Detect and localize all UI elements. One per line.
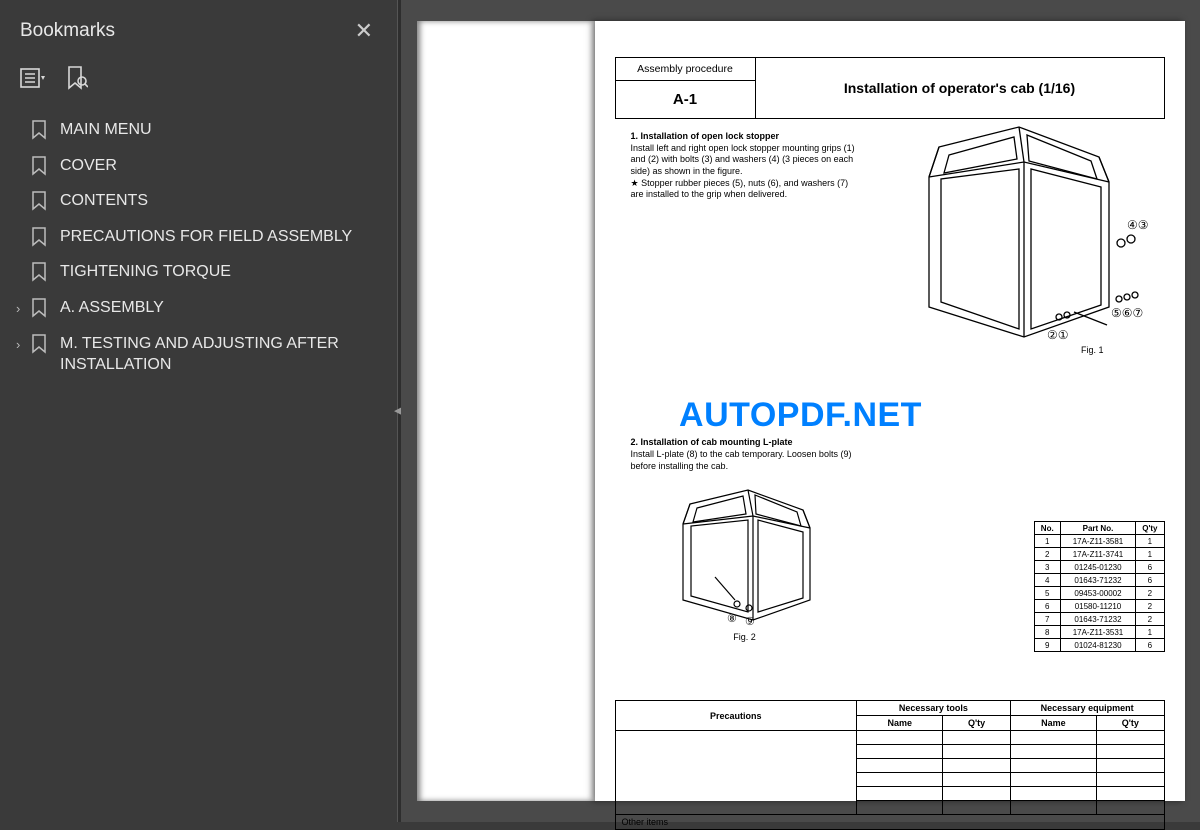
bottom-header-row: Precautions Necessary tools Necessary eq…: [615, 701, 1164, 716]
bookmark-label: MAIN MENU: [60, 119, 381, 141]
bookmark-icon: [30, 191, 48, 211]
bookmark-icon: [30, 334, 48, 354]
doc-header-left: Assembly procedure A-1: [616, 58, 756, 118]
section-1-num: 1.: [631, 131, 639, 141]
parts-col-no: No.: [1034, 522, 1060, 535]
bookmark-label: PRECAUTIONS FOR FIELD ASSEMBLY: [60, 226, 381, 248]
section-2-title: Installation of cab mounting L-plate: [641, 437, 793, 447]
section-1: 1. Installation of open lock stopper Ins…: [615, 131, 1165, 201]
bookmark-icon: [30, 227, 48, 247]
bookmark-label: CONTENTS: [60, 190, 381, 212]
parts-col-qty: Q'ty: [1136, 522, 1164, 535]
parts-row: 509453-000022: [1034, 587, 1164, 600]
doc-title: Installation of operator's cab (1/16): [756, 58, 1164, 118]
section-1-line1: Install left and right open lock stopper…: [631, 143, 855, 176]
figure-1-diagram: ④③ ②① ⑤⑥⑦ Fig. 1: [869, 117, 1169, 377]
section-1-line2: ★ Stopper rubber pieces (5), nuts (6), a…: [631, 178, 849, 200]
callout-43: ④③: [1127, 218, 1149, 232]
col-precautions: Precautions: [615, 701, 857, 731]
fig1-label: Fig. 1: [1081, 345, 1104, 355]
close-icon[interactable]: ✕: [351, 18, 377, 44]
bookmark-icon: [30, 120, 48, 140]
bookmark-item-torque[interactable]: TIGHTENING TORQUE: [10, 254, 387, 290]
figure-2-wrap: ⑧ ⑨ Fig. 2: [645, 482, 845, 642]
col-equip-qty: Q'ty: [1097, 716, 1164, 731]
callout-8: ⑧: [727, 613, 737, 625]
bookmark-icon: [30, 262, 48, 282]
options-menu-icon[interactable]: [20, 66, 46, 92]
section-1-text: 1. Installation of open lock stopper Ins…: [615, 131, 860, 201]
parts-row: 701643-712322: [1034, 613, 1164, 626]
col-tool-qty: Q'ty: [943, 716, 1010, 731]
section-2-line1: Install L-plate (8) to the cab temporary…: [631, 449, 852, 471]
bookmark-item-testing[interactable]: › M. TESTING AND ADJUSTING AFTER INSTALL…: [10, 326, 387, 383]
figure-2-diagram: ⑧ ⑨: [645, 482, 845, 632]
sidebar-toolbar: [0, 58, 397, 108]
callout-21: ②①: [1047, 328, 1069, 342]
parts-row: 301245-012306: [1034, 561, 1164, 574]
left-page-edge: [417, 21, 595, 801]
callout-9: ⑨: [745, 616, 755, 628]
callout-567: ⑤⑥⑦: [1111, 306, 1143, 320]
doc-header-table: Assembly procedure A-1 Installation of o…: [615, 57, 1165, 119]
section-2-num: 2.: [631, 437, 639, 447]
parts-row: 117A-Z11-35811: [1034, 535, 1164, 548]
bookmark-item-precautions[interactable]: PRECAUTIONS FOR FIELD ASSEMBLY: [10, 219, 387, 255]
section-2-text: 2. Installation of cab mounting L-plate …: [615, 437, 860, 472]
other-items-label: Other items: [615, 815, 1164, 830]
bookmark-item-cover[interactable]: COVER: [10, 148, 387, 184]
parts-row: 401643-712326: [1034, 574, 1164, 587]
procedure-label: Assembly procedure: [616, 58, 755, 81]
parts-row: 817A-Z11-35311: [1034, 626, 1164, 639]
sidebar-title: Bookmarks: [20, 20, 115, 42]
col-equip-name: Name: [1010, 716, 1096, 731]
col-tools: Necessary tools: [857, 701, 1011, 716]
parts-col-partno: Part No.: [1060, 522, 1136, 535]
bookmark-label: M. TESTING AND ADJUSTING AFTER INSTALLAT…: [60, 333, 381, 376]
bookmark-label: A. ASSEMBLY: [60, 297, 381, 319]
find-bookmark-icon[interactable]: [64, 66, 90, 92]
bottom-empty-row: [615, 731, 1164, 745]
bookmark-icon: [30, 156, 48, 176]
parts-header-row: No. Part No. Q'ty: [1034, 522, 1164, 535]
parts-row: 217A-Z11-37411: [1034, 548, 1164, 561]
col-equipment: Necessary equipment: [1010, 701, 1164, 716]
bookmarks-sidebar: Bookmarks ✕ MAIN MENU: [0, 0, 398, 822]
bottom-table: Precautions Necessary tools Necessary eq…: [615, 700, 1165, 830]
col-tool-name: Name: [857, 716, 943, 731]
bookmark-item-assembly[interactable]: › A. ASSEMBLY: [10, 290, 387, 326]
parts-table: No. Part No. Q'ty 117A-Z11-35811 217A-Z1…: [1034, 521, 1165, 652]
watermark-text: AUTOPDF.NET: [679, 396, 922, 435]
section-1-title: Installation of open lock stopper: [641, 131, 780, 141]
bookmark-icon: [30, 298, 48, 318]
bookmark-item-contents[interactable]: CONTENTS: [10, 183, 387, 219]
bookmark-item-main-menu[interactable]: MAIN MENU: [10, 112, 387, 148]
parts-row: 601580-112102: [1034, 600, 1164, 613]
document-viewport[interactable]: AUTOPDF.NET Assembly procedure A-1 Insta…: [401, 0, 1200, 822]
fig2-label: Fig. 2: [645, 632, 845, 642]
bookmark-label: TIGHTENING TORQUE: [60, 261, 381, 283]
parts-row: 901024-812306: [1034, 639, 1164, 652]
chevron-right-icon[interactable]: ›: [16, 336, 30, 354]
bottom-other-row: Other items: [615, 815, 1164, 830]
bookmark-list: MAIN MENU COVER CONTENTS PRECAUTIONS FOR…: [0, 108, 397, 387]
procedure-code: A-1: [616, 81, 755, 118]
chevron-right-icon[interactable]: ›: [16, 300, 30, 318]
bookmark-label: COVER: [60, 155, 381, 177]
sidebar-header: Bookmarks ✕: [0, 0, 397, 58]
